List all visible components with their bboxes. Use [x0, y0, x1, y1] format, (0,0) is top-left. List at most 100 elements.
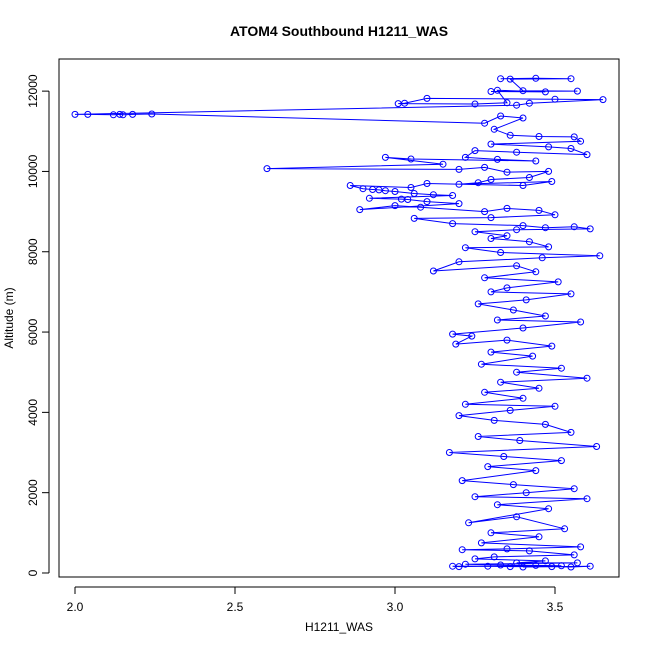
data-point	[487, 348, 495, 356]
data-point	[263, 165, 271, 173]
data-point	[493, 86, 501, 94]
data-point	[423, 180, 431, 187]
data-point	[551, 402, 559, 410]
data-point	[493, 155, 501, 163]
data-point	[484, 463, 492, 471]
data-point	[455, 180, 463, 188]
data-point	[557, 457, 565, 465]
data-point	[551, 95, 559, 103]
data-point	[148, 110, 156, 118]
chart-title: ATOM4 Southbound H1211_WAS	[230, 23, 448, 39]
data-point	[500, 453, 508, 460]
data-point	[407, 184, 415, 191]
data-point	[487, 235, 495, 242]
data-point	[487, 140, 495, 148]
data-point	[513, 148, 521, 156]
data-point	[506, 406, 514, 414]
data-point	[532, 74, 540, 82]
data-point	[356, 206, 364, 214]
data-point	[551, 211, 559, 219]
data-point	[583, 495, 591, 503]
y-tick-label: 0	[26, 569, 40, 576]
data-point	[529, 352, 537, 360]
data-point	[567, 290, 575, 298]
data-point	[557, 562, 565, 570]
data-point	[401, 99, 409, 107]
data-point	[525, 174, 533, 181]
data-point	[513, 101, 521, 109]
data-point	[567, 75, 575, 83]
data-point	[509, 306, 517, 314]
data-point	[429, 191, 437, 199]
data-point	[513, 513, 521, 521]
data-point	[503, 284, 511, 292]
data-point	[586, 562, 594, 570]
data-point	[561, 525, 569, 533]
data-point	[570, 223, 578, 231]
data-point	[423, 94, 431, 102]
data-point	[522, 489, 530, 497]
y-tick-label: 2000	[26, 479, 40, 506]
data-point	[471, 228, 479, 236]
x-tick-label: 2.5	[227, 600, 244, 614]
data-point	[545, 505, 553, 513]
data-point	[554, 278, 562, 286]
data-point	[490, 416, 498, 424]
data-point	[535, 384, 543, 392]
data-point	[513, 226, 521, 234]
series-line	[74, 77, 604, 568]
data-point	[455, 412, 463, 420]
data-point	[474, 433, 482, 440]
data-point	[538, 254, 546, 262]
data-point	[599, 96, 607, 104]
data-point	[583, 151, 591, 159]
data-point	[535, 133, 543, 140]
data-point	[513, 262, 521, 270]
data-point	[449, 330, 457, 338]
data-point	[519, 394, 527, 402]
data-point	[481, 119, 489, 127]
data-point	[541, 420, 549, 428]
data-point	[583, 374, 591, 382]
data-point	[506, 131, 514, 139]
data-point	[71, 110, 79, 118]
data-point	[477, 539, 485, 547]
data-point	[465, 519, 473, 527]
data-point	[455, 200, 463, 208]
data-point	[474, 300, 482, 308]
data-point	[471, 100, 479, 108]
data-point	[545, 143, 553, 151]
data-point	[119, 111, 127, 119]
data-point	[532, 467, 540, 475]
y-tick-label: 10000	[26, 154, 40, 188]
data-point	[381, 153, 389, 161]
data-point	[532, 268, 540, 276]
x-tick-label: 2.0	[67, 600, 84, 614]
data-point	[487, 288, 495, 296]
data-point	[567, 145, 575, 152]
data-point	[429, 267, 437, 275]
y-tick-label: 4000	[26, 399, 40, 426]
data-point	[423, 198, 431, 206]
y-axis: 0 2000 4000 6000 8000 10000 12000	[26, 74, 50, 576]
y-tick-label: 8000	[26, 238, 40, 265]
data-point	[493, 316, 501, 324]
data-point	[503, 204, 511, 212]
plot-area-border	[58, 58, 620, 578]
data-point	[567, 428, 575, 436]
data-point	[359, 185, 367, 193]
data-point	[519, 114, 527, 122]
data-point	[497, 112, 505, 120]
data-point	[519, 182, 527, 189]
data-point	[487, 176, 495, 183]
data-point	[417, 203, 425, 211]
data-point	[573, 559, 581, 567]
data-point	[346, 182, 354, 189]
data-point	[468, 332, 476, 340]
data-point	[439, 160, 447, 168]
data-point	[506, 75, 514, 83]
x-tick-label: 3.5	[547, 600, 564, 614]
data-point	[548, 342, 556, 350]
data-point	[525, 238, 533, 246]
data-point	[548, 178, 556, 185]
